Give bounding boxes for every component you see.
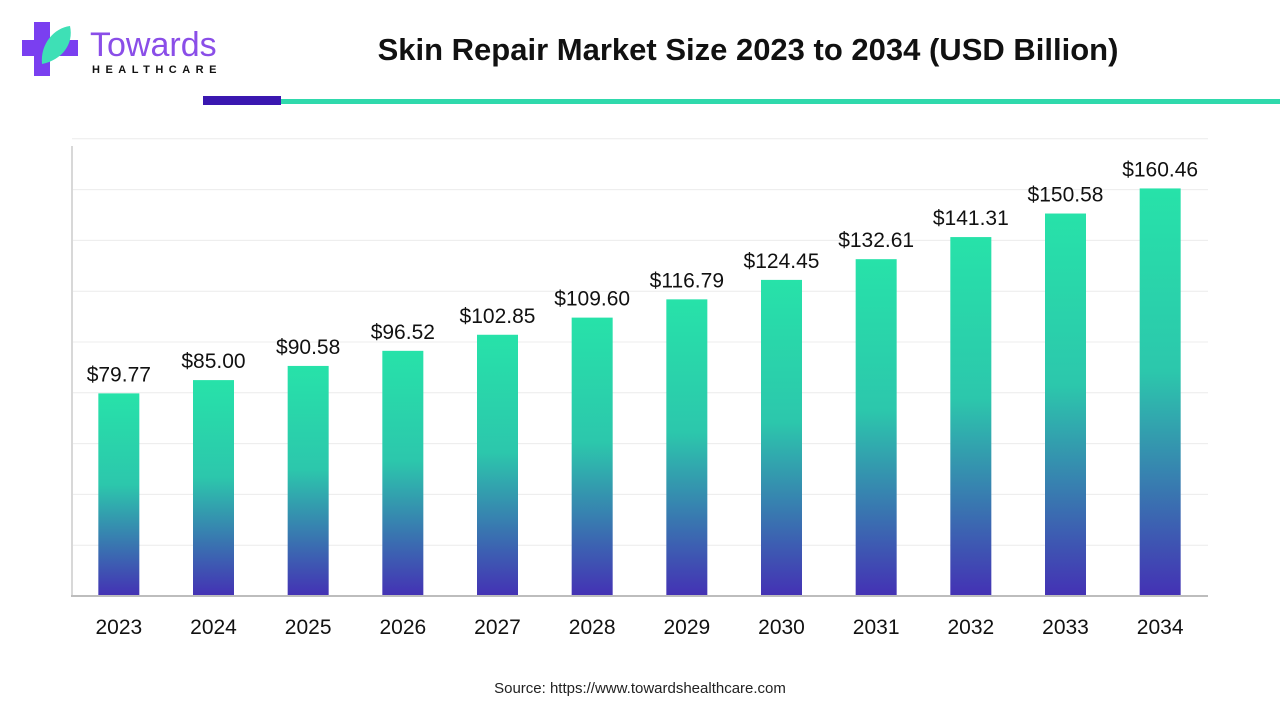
bar-2034 bbox=[1139, 188, 1181, 597]
x-tick-label: 2033 bbox=[1042, 616, 1089, 639]
header-accent-light bbox=[281, 99, 1280, 104]
data-label: $90.58 bbox=[276, 336, 340, 359]
data-label: $102.85 bbox=[460, 305, 536, 328]
x-tick-label: 2031 bbox=[853, 616, 900, 639]
data-label: $132.61 bbox=[838, 229, 914, 252]
data-label: $116.79 bbox=[650, 269, 724, 292]
bar-2033 bbox=[1045, 213, 1086, 596]
bar-2026 bbox=[382, 350, 424, 596]
bar-2028 bbox=[571, 317, 613, 596]
bar-2032 bbox=[950, 237, 992, 596]
x-tick-label: 2026 bbox=[379, 616, 426, 639]
data-label: $109.60 bbox=[554, 288, 630, 311]
x-tick-label: 2023 bbox=[95, 616, 142, 639]
header-accent-dark bbox=[203, 96, 281, 105]
bar-2023 bbox=[98, 393, 140, 596]
data-label: $150.58 bbox=[1028, 184, 1104, 207]
bar-2030 bbox=[761, 279, 802, 596]
data-label: $141.31 bbox=[933, 207, 1009, 230]
data-label: $85.00 bbox=[181, 350, 245, 373]
page-title: Skin Repair Market Size 2023 to 2034 (US… bbox=[377, 32, 1119, 67]
bar-2029 bbox=[666, 299, 708, 596]
source-note: Source: https://www.towardshealthcare.co… bbox=[494, 680, 786, 697]
x-tick-label: 2027 bbox=[474, 616, 521, 639]
x-tick-label: 2034 bbox=[1137, 616, 1184, 639]
data-label: $96.52 bbox=[371, 321, 435, 344]
bar-2024 bbox=[193, 380, 234, 596]
x-tick-label: 2029 bbox=[663, 616, 710, 639]
bar-2031 bbox=[855, 259, 897, 596]
data-label: $79.77 bbox=[87, 363, 151, 386]
bar-2027 bbox=[477, 334, 518, 596]
x-tick-label: 2028 bbox=[569, 616, 616, 639]
logo-wordmark: Towards bbox=[90, 26, 217, 64]
x-tick-label: 2032 bbox=[947, 616, 994, 639]
towards-healthcare-logo: Towards HEALTHCARE bbox=[22, 22, 222, 76]
data-label: $124.45 bbox=[744, 250, 820, 273]
bar-2025 bbox=[287, 365, 329, 596]
logo-subtitle: HEALTHCARE bbox=[92, 64, 222, 76]
x-tick-label: 2024 bbox=[190, 616, 237, 639]
logo-leaf-icon bbox=[41, 26, 71, 64]
data-label: $160.46 bbox=[1122, 158, 1198, 181]
x-tick-label: 2030 bbox=[758, 616, 805, 639]
x-tick-label: 2025 bbox=[285, 616, 332, 639]
